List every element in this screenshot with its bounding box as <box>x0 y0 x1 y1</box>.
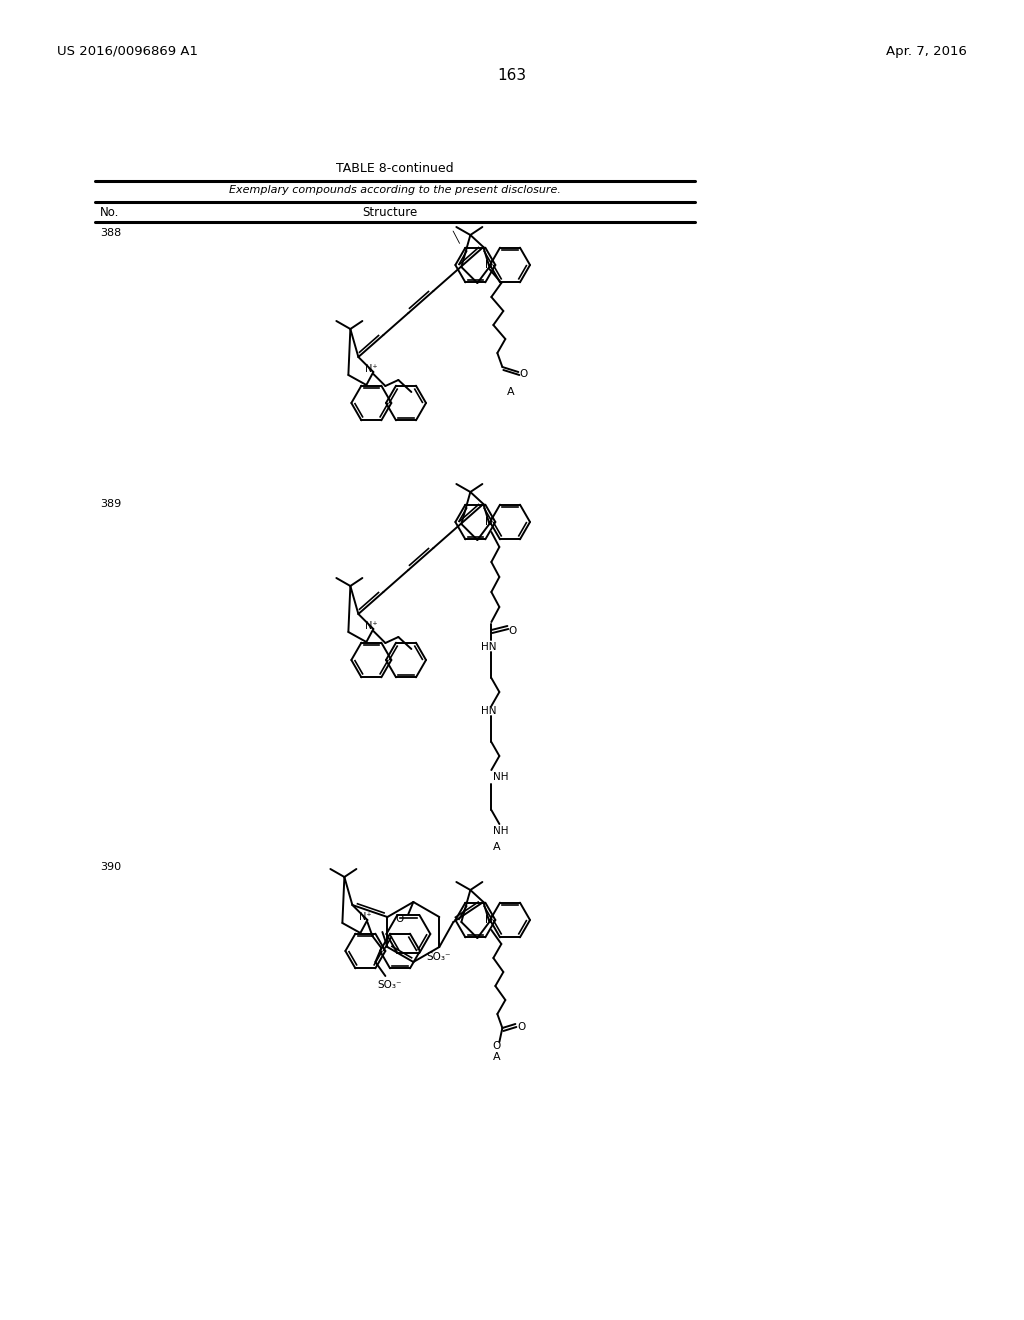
Text: O: O <box>395 913 403 924</box>
Text: US 2016/0096869 A1: US 2016/0096869 A1 <box>57 45 198 58</box>
Text: O: O <box>519 370 527 379</box>
Text: ╲: ╲ <box>453 230 459 243</box>
Text: N: N <box>485 517 494 527</box>
Text: Exemplary compounds according to the present disclosure.: Exemplary compounds according to the pre… <box>229 185 561 195</box>
Text: O: O <box>517 1022 525 1032</box>
Text: 388: 388 <box>100 228 121 238</box>
Text: 163: 163 <box>498 69 526 83</box>
Text: A: A <box>494 1052 501 1063</box>
Text: NH: NH <box>494 772 509 781</box>
Text: O: O <box>493 1041 501 1051</box>
Text: N: N <box>485 915 494 925</box>
Text: No.: No. <box>100 206 120 219</box>
Text: O: O <box>508 626 517 636</box>
Text: SO₃⁻: SO₃⁻ <box>426 952 451 962</box>
Text: Apr. 7, 2016: Apr. 7, 2016 <box>886 45 967 58</box>
Text: A: A <box>494 842 501 851</box>
Text: NH: NH <box>494 826 509 836</box>
Text: N⁺: N⁺ <box>359 912 372 921</box>
Text: Structure: Structure <box>362 206 418 219</box>
Text: HN: HN <box>481 706 497 715</box>
Text: SO₃⁻: SO₃⁻ <box>378 979 401 990</box>
Text: A: A <box>507 387 515 397</box>
Text: 389: 389 <box>100 499 121 510</box>
Text: HN: HN <box>481 642 497 652</box>
Text: N: N <box>485 260 494 271</box>
Text: N⁺: N⁺ <box>365 364 378 374</box>
Text: N⁺: N⁺ <box>365 620 378 631</box>
Text: 390: 390 <box>100 862 121 873</box>
Text: TABLE 8-continued: TABLE 8-continued <box>336 162 454 176</box>
